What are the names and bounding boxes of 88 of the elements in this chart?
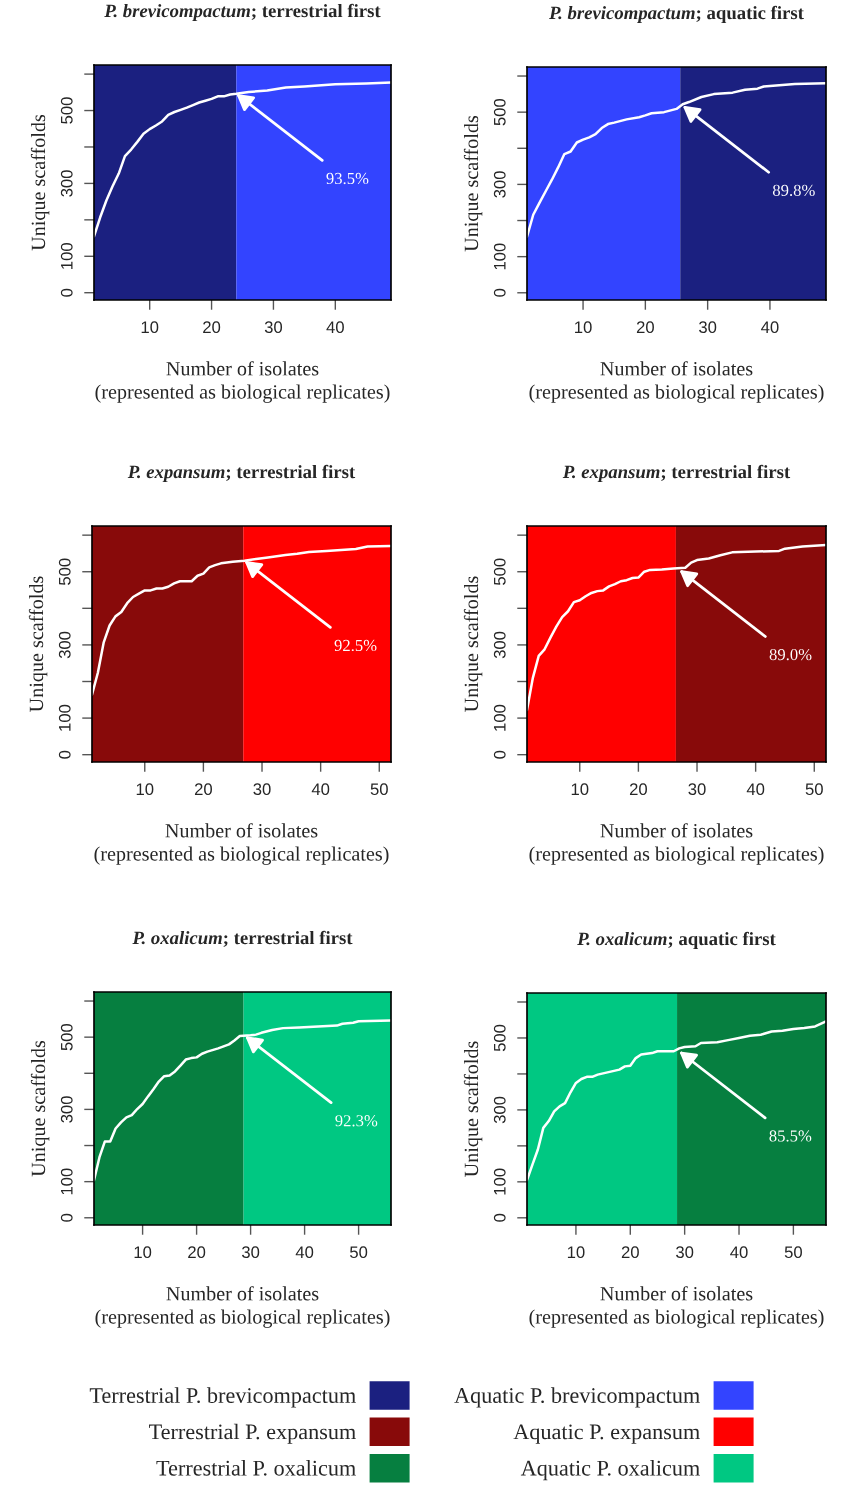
x-tick-label: 50 (805, 783, 823, 796)
y-tick-label: 500 (493, 558, 506, 585)
x-tick-label: 30 (241, 1246, 260, 1259)
y-tick-label: 500 (60, 1023, 73, 1051)
x-tick-label: 30 (264, 321, 283, 334)
chart-title: P. brevicompactum; aquatic first (549, 5, 804, 23)
annotation: 93.5% (326, 172, 369, 185)
x-tick-label: 10 (567, 1246, 585, 1259)
annotation: 92.3% (335, 1115, 378, 1127)
x-tick-label: 20 (636, 321, 654, 334)
x-axis-title: Number of isolates (represented as biological replicates) (95, 1286, 390, 1328)
x-tick-label: 30 (699, 321, 717, 334)
x-axis-title: Number of isolates (represented as biological replicates) (94, 823, 389, 865)
legend-label: Aquatic P. brevicompactum (454, 1387, 700, 1408)
y-tick-label: 0 (493, 750, 506, 759)
y-axis-title: Unique scaffolds (463, 1041, 483, 1177)
y-tick-label: 100 (60, 243, 73, 269)
line-series (94, 1019, 391, 1182)
x-tick-label: 10 (134, 1246, 152, 1259)
y-axis-title: Unique scaffolds (28, 576, 48, 712)
y-tick-label: 300 (493, 631, 506, 659)
legend-label: Terrestrial P. oxalicum (156, 1460, 356, 1476)
y-tick-label: 300 (60, 1096, 73, 1123)
x-tick-label: 10 (141, 321, 159, 334)
line-series (527, 543, 826, 712)
y-tick-label: 500 (58, 558, 71, 585)
x-tick-label: 30 (676, 1246, 694, 1259)
y-tick-label: 0 (60, 1213, 73, 1222)
y-axis-title: Unique scaffolds (30, 1040, 50, 1177)
legend-label: Aquatic P. oxalicum (520, 1460, 700, 1481)
y-tick-label: 100 (493, 243, 506, 270)
chart-title: P. expansum; terrestrial first (562, 464, 791, 482)
y-tick-label: 0 (493, 288, 506, 297)
y-axis-title: Unique scaffolds (30, 114, 50, 251)
line-series (527, 82, 826, 239)
x-tick-label: 20 (629, 783, 648, 796)
x-tick-label: 50 (370, 783, 388, 796)
y-axis-title: Unique scaffolds (463, 576, 483, 712)
annotation: 89.0% (769, 648, 812, 661)
x-tick-label: 40 (730, 1246, 748, 1259)
y-tick-label: 0 (60, 288, 73, 297)
x-tick-label: 10 (136, 783, 154, 796)
x-tick-label: 40 (761, 321, 779, 334)
legend-label: Terrestrial P. expansum (149, 1423, 356, 1444)
legend-label: Aquatic P. expansum (513, 1424, 700, 1444)
x-tick-label: 40 (326, 321, 344, 334)
x-axis-title: Number of isolates (represented as biological replicates) (529, 361, 824, 403)
y-tick-label: 500 (493, 1024, 506, 1052)
y-tick-label: 300 (60, 170, 73, 197)
y-tick-label: 100 (493, 1168, 506, 1195)
chart-title: P. brevicompactum; terrestrial first (104, 3, 381, 21)
line-series (94, 81, 391, 238)
y-tick-label: 300 (493, 171, 506, 198)
chart-title: P. oxalicum; terrestrial first (132, 930, 353, 947)
x-tick-label: 10 (575, 321, 592, 334)
chart-title: P. expansum; terrestrial first (127, 464, 356, 482)
x-axis-title: Number of isolates (represented as biological replicates) (95, 361, 390, 403)
y-tick-label: 300 (493, 1096, 506, 1124)
x-tick-label: 20 (194, 783, 213, 796)
x-tick-label: 10 (571, 783, 589, 796)
x-tick-label: 30 (688, 783, 706, 796)
annotation: 92.5% (334, 639, 377, 652)
y-tick-label: 500 (60, 97, 73, 124)
y-tick-label: 0 (58, 750, 71, 759)
x-tick-label: 20 (203, 321, 221, 334)
x-axis-title: Number of isolates (represented as biological replicates) (529, 1286, 824, 1328)
line-series (92, 544, 391, 696)
x-tick-label: 20 (188, 1246, 206, 1259)
y-tick-label: 0 (493, 1213, 506, 1222)
annotation: 89.8% (772, 184, 815, 197)
annotation: 85.5% (769, 1130, 812, 1142)
x-tick-label: 50 (784, 1246, 802, 1259)
x-axis-title: Number of isolates (represented as biological replicates) (529, 823, 824, 865)
x-tick-label: 40 (295, 1246, 314, 1259)
y-tick-label: 100 (58, 704, 71, 731)
chart-title: P. oxalicum; aquatic first (577, 931, 776, 949)
x-tick-label: 40 (311, 783, 330, 796)
line-series (527, 1020, 826, 1182)
x-tick-label: 30 (253, 783, 271, 796)
y-tick-label: 300 (58, 631, 71, 659)
x-tick-label: 50 (350, 1246, 368, 1259)
x-tick-label: 20 (621, 1246, 639, 1259)
y-tick-label: 500 (493, 98, 506, 126)
x-tick-label: 40 (746, 783, 765, 796)
y-tick-label: 100 (493, 704, 506, 731)
y-axis-title: Unique scaffolds (463, 115, 483, 252)
legend-label: Terrestrial P. brevicompactum (89, 1387, 356, 1408)
y-tick-label: 100 (60, 1168, 73, 1195)
